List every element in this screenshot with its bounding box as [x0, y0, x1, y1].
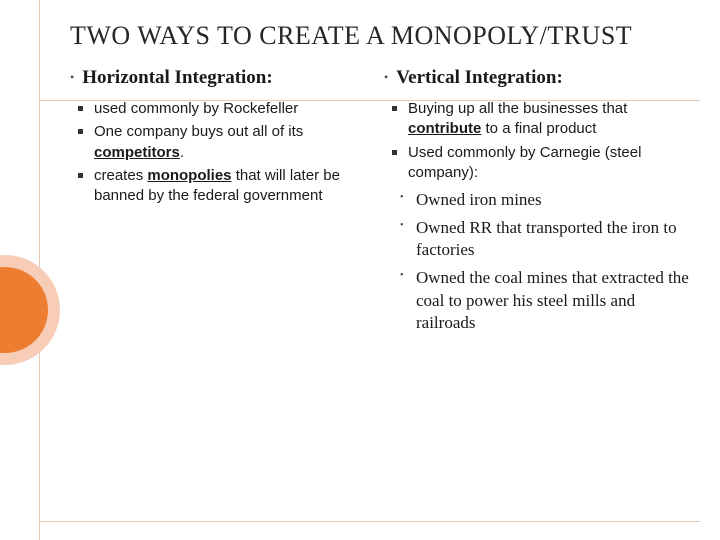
list-item: used commonly by Rockefeller: [94, 99, 376, 119]
right-heading: Vertical Integration:: [396, 67, 563, 89]
guide-line-bottom: [40, 521, 700, 522]
text: used commonly by Rockefeller: [94, 100, 298, 117]
list-item: One company buys out all of its competit…: [94, 122, 376, 163]
list-item: Owned RR that transported the iron to fa…: [416, 217, 690, 261]
list-item: Owned the coal mines that extracted the …: [416, 267, 690, 333]
list-item: Buying up all the businesses that contri…: [408, 99, 690, 140]
text: Buying up all the businesses that: [408, 100, 627, 117]
right-heading-row: • Vertical Integration:: [384, 67, 690, 89]
underlined-term: monopolies: [147, 167, 231, 184]
slide-title: TWO WAYS TO CREATE A MONOPOLY/TRUST: [70, 20, 690, 51]
bullet-icon: •: [70, 71, 74, 83]
list-item: Owned iron mines: [416, 189, 690, 211]
text: to a final product: [481, 120, 596, 137]
text: creates: [94, 167, 147, 184]
text: Used commonly by Carnegie (steel company…: [408, 144, 641, 181]
left-column: • Horizontal Integration: used commonly …: [70, 67, 376, 340]
right-column: • Vertical Integration: Buying up all th…: [384, 67, 690, 340]
underlined-term: contribute: [408, 120, 481, 137]
left-heading-row: • Horizontal Integration:: [70, 67, 376, 89]
left-bullet-list: used commonly by Rockefeller One company…: [70, 99, 376, 206]
bullet-icon: •: [384, 71, 388, 83]
right-bullet-list: Buying up all the businesses that contri…: [384, 99, 690, 183]
content-columns: • Horizontal Integration: used commonly …: [70, 67, 690, 340]
text: One company buys out all of its: [94, 123, 303, 140]
text: .: [180, 144, 184, 161]
left-heading: Horizontal Integration:: [82, 67, 273, 89]
list-item: Used commonly by Carnegie (steel company…: [408, 143, 690, 184]
list-item: creates monopolies that will later be ba…: [94, 166, 376, 207]
right-sub-list: Owned iron mines Owned RR that transport…: [384, 189, 690, 334]
underlined-term: competitors: [94, 144, 180, 161]
slide: TWO WAYS TO CREATE A MONOPOLY/TRUST • Ho…: [0, 0, 720, 540]
